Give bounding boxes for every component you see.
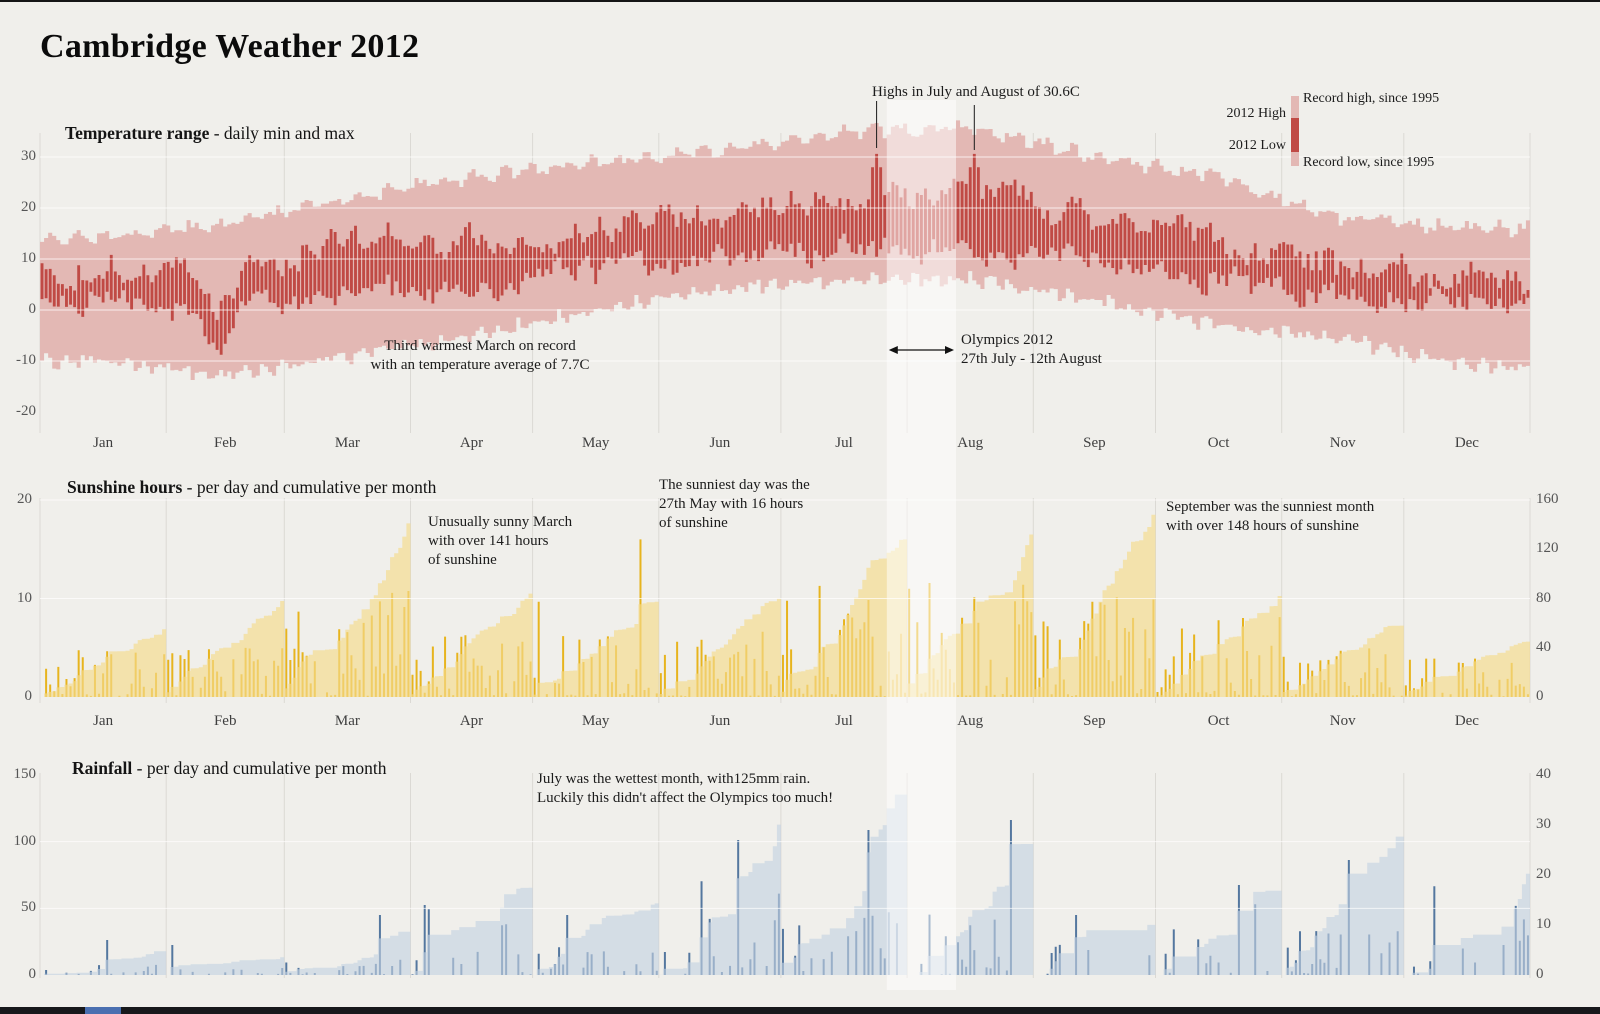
rainfall-cumulative-area: [40, 794, 1530, 975]
temp-record-band: [40, 120, 1530, 381]
top-window-edge: [0, 0, 1600, 2]
temp-daily-bars: [40, 153, 1530, 355]
legend-2012-range-swatch: [1291, 118, 1299, 152]
olympics-highlight-band: [886, 100, 956, 990]
sunshine-cumulative-area: [40, 514, 1530, 697]
bottom-cropped-element: [85, 1007, 121, 1014]
bottom-window-edge: [0, 1007, 1600, 1014]
sunshine-daily-bars: [45, 539, 1529, 697]
